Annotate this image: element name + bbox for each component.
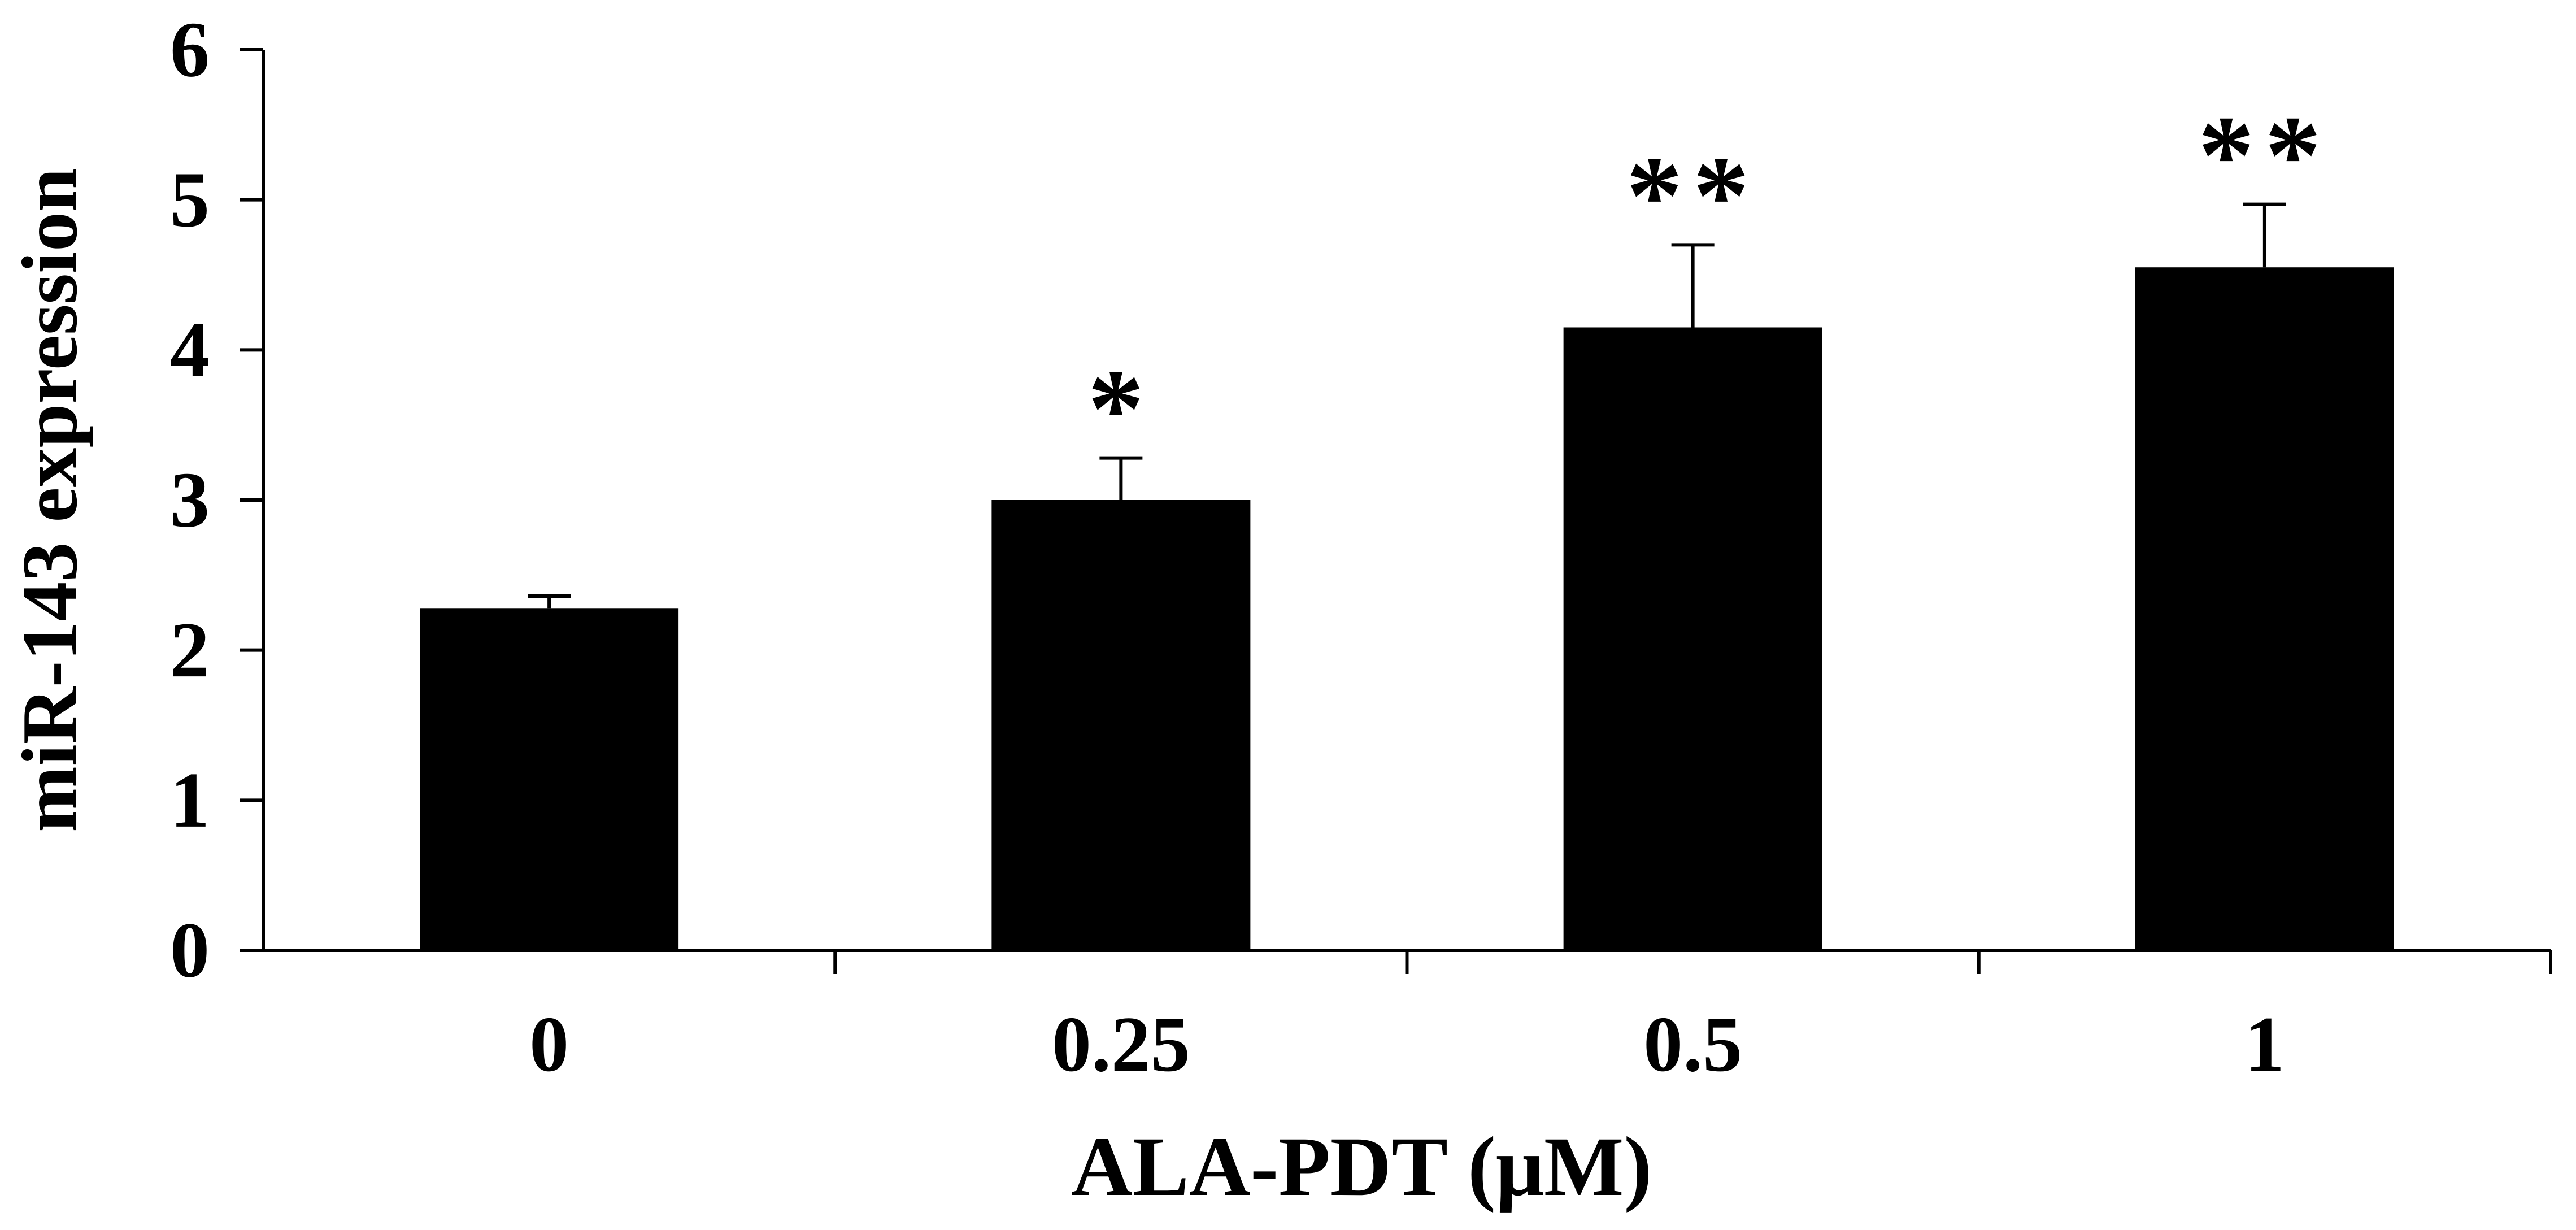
y-tick-label-2: 2 xyxy=(170,606,210,694)
x-tick-label-0.25: 0.25 xyxy=(1052,1001,1190,1088)
y-tick-label-6: 6 xyxy=(170,6,210,94)
x-tick-label-0: 0 xyxy=(529,1001,569,1088)
y-tick-label-3: 3 xyxy=(170,457,210,544)
bar-0 xyxy=(420,608,679,950)
y-tick-label-0: 0 xyxy=(170,907,210,994)
y-tick-label-5: 5 xyxy=(170,156,210,244)
y-tick-label-4: 4 xyxy=(170,306,210,394)
bars-layer xyxy=(420,267,2394,950)
bar-0.25 xyxy=(991,500,1251,950)
x-tick-label-0.5: 0.5 xyxy=(1643,1001,1742,1088)
y-axis-title: miR-143 expression xyxy=(6,168,94,832)
error-bars-layer xyxy=(528,202,2286,609)
x-axis-title: ALA-PDT (μM) xyxy=(1072,1120,1652,1214)
y-ticks-layer: 0 1 2 3 4 5 6 xyxy=(170,6,263,994)
significance-marker-0.5: ** xyxy=(1626,133,1760,258)
significance-layer: *** ** xyxy=(1087,93,2331,472)
significance-marker-0.25: * xyxy=(1087,347,1154,472)
significance-marker-1: ** xyxy=(2198,93,2331,218)
bar-1 xyxy=(2135,267,2394,950)
bar-0.5 xyxy=(1563,327,1822,950)
x-ticks-layer: 0 0.25 0.5 1 xyxy=(529,950,2552,1088)
x-tick-label-1: 1 xyxy=(2245,1001,2285,1088)
y-tick-label-1: 1 xyxy=(170,757,210,844)
